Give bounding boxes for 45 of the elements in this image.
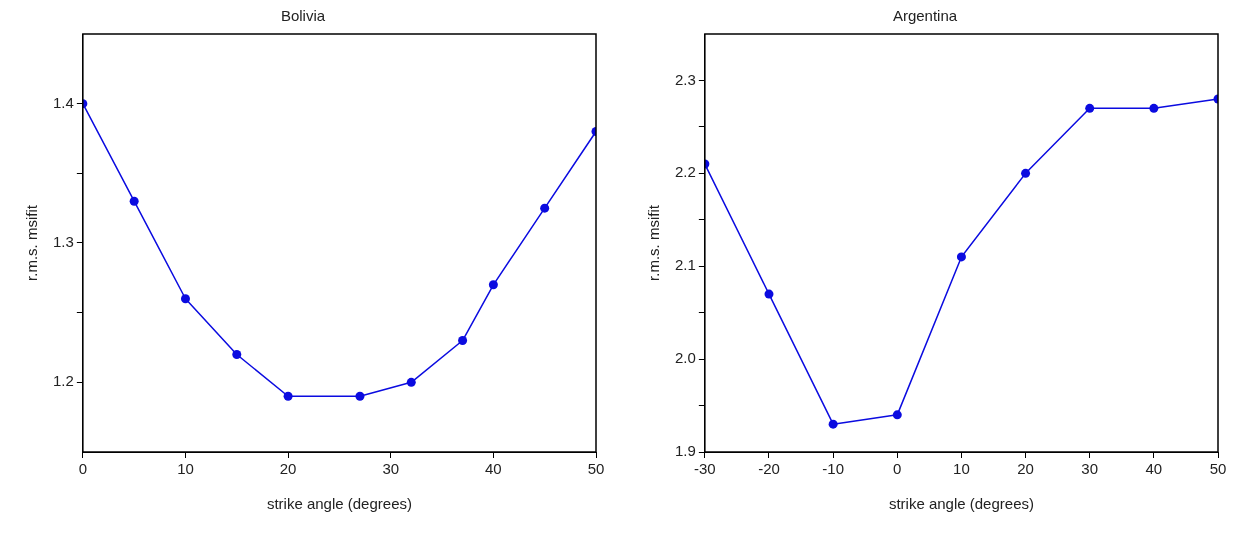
point <box>232 349 242 359</box>
point <box>458 336 468 346</box>
y-tick-label: 2.0 <box>674 349 696 367</box>
point <box>764 289 774 299</box>
x-tick-label: 50 <box>587 460 605 478</box>
y-tick-label: 1.9 <box>674 442 696 460</box>
point <box>355 391 365 401</box>
x-tick-label: 50 <box>1209 460 1227 478</box>
point <box>828 419 838 429</box>
point <box>129 196 139 206</box>
y-axis-title: r.m.s. msifit <box>645 204 663 281</box>
y-tick-label: 1.3 <box>52 233 74 251</box>
x-tick-label: 30 <box>382 460 400 478</box>
x-tick-label: 0 <box>78 460 88 478</box>
point <box>540 203 550 213</box>
x-tick-label: 0 <box>893 460 902 478</box>
point <box>1021 168 1031 178</box>
y-tick-label: 2.3 <box>674 70 696 88</box>
y-tick-label: 2.1 <box>674 256 696 274</box>
y-axis-title: r.m.s. msifit <box>23 204 41 281</box>
x-tick-label: 40 <box>1145 460 1163 478</box>
point <box>1149 103 1159 113</box>
point <box>406 377 416 387</box>
point <box>180 294 190 304</box>
point <box>956 252 966 262</box>
x-axis-title: strike angle (degrees) <box>266 495 412 513</box>
y-tick-label: 1.4 <box>52 93 74 111</box>
chart-title: Bolivia <box>280 7 326 25</box>
x-tick-label: 10 <box>953 460 970 478</box>
point <box>1085 103 1095 113</box>
chart-title: Argentina <box>892 7 958 25</box>
x-tick-label: 20 <box>1017 460 1034 478</box>
y-tick-label: 2.2 <box>674 163 696 181</box>
x-tick-label: -10 <box>822 460 844 478</box>
x-tick-label: 10 <box>177 460 194 478</box>
x-tick-label: 40 <box>485 460 502 478</box>
point <box>283 391 293 401</box>
x-tick-label: 30 <box>1081 460 1099 478</box>
x-tick-label: 20 <box>279 460 297 478</box>
point <box>488 280 498 290</box>
x-tick-label: -30 <box>694 460 716 478</box>
x-tick-label: -20 <box>758 460 780 478</box>
point <box>892 410 902 420</box>
x-axis-title: strike angle (degrees) <box>888 495 1034 513</box>
y-tick-label: 1.2 <box>52 372 74 390</box>
